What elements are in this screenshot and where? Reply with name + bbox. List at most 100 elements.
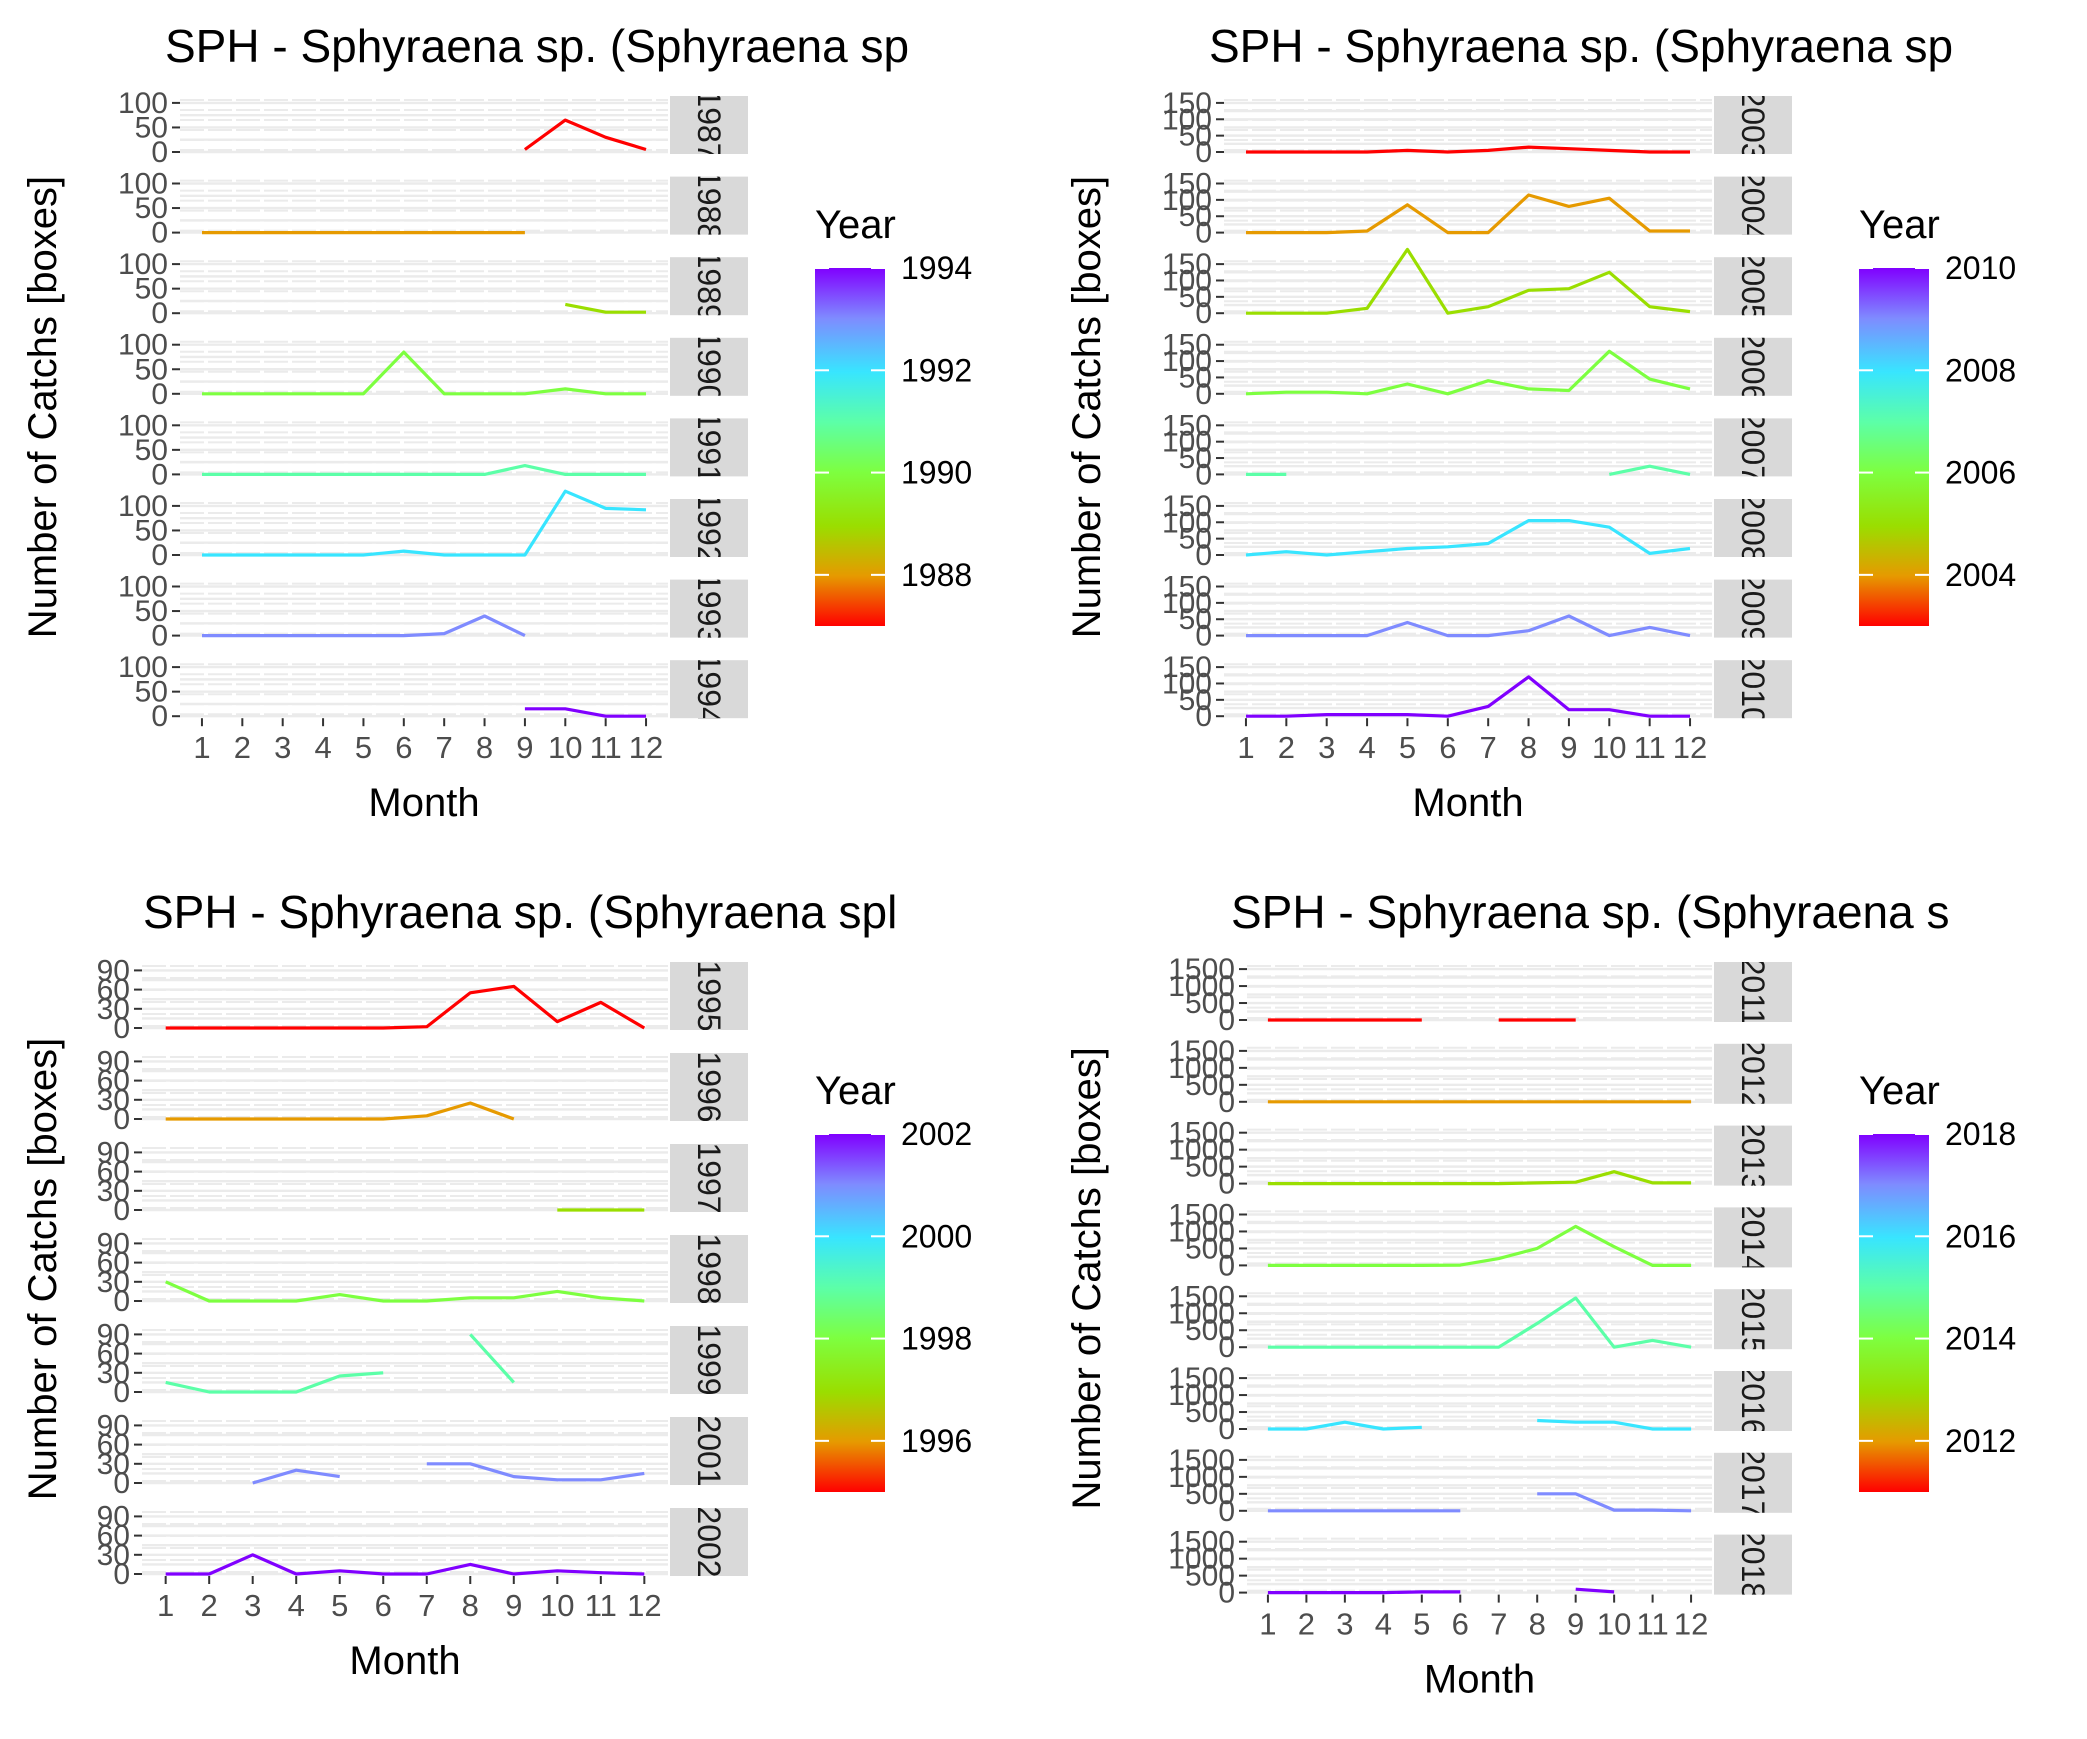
x-tick-label: 3 [244,1588,261,1623]
y-tick-label: 500 [1185,1069,1235,1102]
x-tick-label: 1 [193,730,210,765]
y-tick-label: 90 [97,1045,130,1078]
panel-background [180,418,668,477]
chart-title: SPH - Sphyraena sp. (Sphyraena s [1231,886,1949,938]
series-line-1987 [523,118,647,152]
legend-tick-label: 2008 [1945,352,2016,388]
y-tick-label: 0 [1195,620,1212,653]
y-tick-label: 0 [113,1103,130,1136]
facet-strip [1714,1207,1792,1268]
y-tick-label: 1000 [1168,1379,1235,1412]
facet-strip-label: 1991 [691,412,727,483]
facet-strip [670,1144,748,1212]
y-tick-label: 100 [118,248,168,281]
series-line-2007 [1608,464,1691,476]
legend-tick-label: 2000 [901,1218,972,1254]
x-tick-label: 3 [1336,1607,1353,1642]
legend-tick-label: 2018 [1945,1116,2016,1152]
facet-strip-label: 2016 [1735,1365,1771,1436]
facet-strip [1714,1534,1792,1595]
y-tick-label: 90 [97,954,130,987]
series-line-1995 [165,984,646,1030]
series-line-1990 [202,350,646,396]
y-tick-label: 100 [1162,426,1212,459]
x-tick-label: 5 [331,1588,348,1623]
x-tick-label: 10 [540,1588,574,1623]
y-tick-label: 0 [1195,297,1212,330]
legend-tick-label: 2012 [1945,1423,2016,1459]
y-tick-label: 1500 [1168,1280,1235,1313]
y-tick-label: 0 [151,378,168,411]
y-axis-label: Number of Catchs [boxes] [1065,1047,1109,1509]
legend-tick-label: 2014 [1945,1321,2016,1357]
y-tick-label: 30 [97,1448,130,1481]
series-line-1993 [202,614,526,638]
y-tick-label: 500 [1185,1478,1235,1511]
x-tick-label: 7 [418,1588,435,1623]
y-tick-label: 50 [1179,281,1212,314]
series-line-1991 [202,464,646,476]
x-tick-label: 11 [1634,730,1666,765]
facet-strip-label: 2002 [691,1506,727,1577]
legend-colorbar [1859,268,1929,626]
y-tick-label: 500 [1185,1560,1235,1593]
x-tick-label: 6 [1452,1607,1469,1642]
facet-strip-label: 1996 [691,1051,727,1122]
x-tick-label: 5 [355,730,372,765]
legend-title: Year [815,203,896,247]
facet-strip-label: 1993 [691,573,727,644]
facet-strip [670,176,748,235]
panel-background [180,176,668,235]
facet-strip [1714,96,1792,154]
panel-background [180,499,668,557]
panel-background [1247,1125,1712,1186]
x-axis-label: Month [1412,781,1523,825]
y-tick-label: 50 [1179,603,1212,636]
facet-strip-label: 1999 [691,1324,727,1395]
y-tick-label: 0 [113,1467,130,1500]
y-tick-label: 150 [1162,490,1212,523]
y-tick-label: 50 [135,192,168,225]
series-line-2005 [1246,247,1691,315]
panel-background [1247,1043,1712,1104]
panel-background [142,1326,668,1394]
y-tick-label: 100 [1162,506,1212,539]
series-line-2003 [1246,145,1690,154]
chart-title: SPH - Sphyraena sp. (Sphyraena spl [143,886,897,938]
y-tick-label: 90 [97,1136,130,1169]
y-tick-label: 0 [1195,539,1212,572]
x-tick-label: 8 [462,1588,479,1623]
y-tick-label: 0 [1218,1495,1235,1528]
y-axis-label: Number of Catchs [boxes] [21,1038,65,1500]
series-line-2015 [1267,1296,1692,1349]
y-tick-label: 50 [135,514,168,547]
facet-strip-label: 1988 [691,170,727,241]
chart-3: SPH - Sphyraena sp. (Sphyraena spl030609… [21,886,972,1683]
facet-strip [670,1508,748,1576]
y-tick-label: 30 [97,1357,130,1390]
chart-title: SPH - Sphyraena sp. (Sphyraena sp [1209,20,1953,72]
y-tick-label: 60 [97,1429,130,1462]
facet-strip-label: 2005 [1735,251,1771,322]
facet-strip-label: 2011 [1735,958,1771,1027]
facet-strip [1714,1289,1792,1350]
y-tick-label: 100 [1162,587,1212,620]
panel-background [180,96,668,154]
panel-background [1247,1371,1712,1431]
facet-strip [1714,176,1792,235]
y-tick-label: 150 [1162,168,1212,201]
y-tick-label: 100 [1162,667,1212,700]
y-tick-label: 0 [151,539,168,572]
y-tick-label: 1500 [1168,1117,1235,1150]
facet-strip-label: 1990 [691,331,727,402]
